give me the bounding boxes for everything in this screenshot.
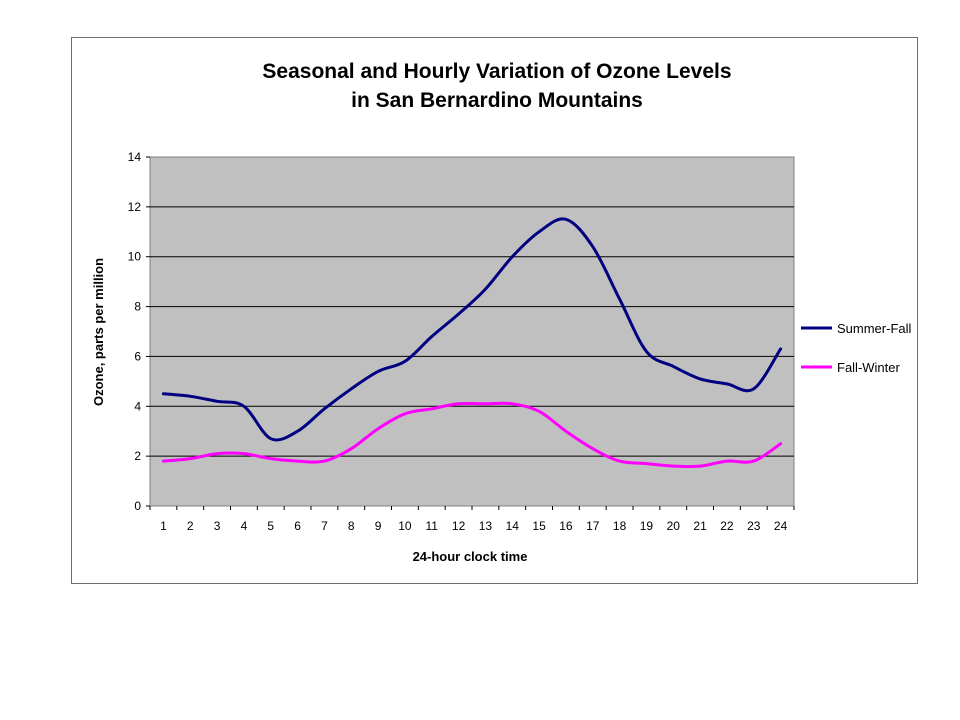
x-tick-label: 22 [720,519,734,533]
chart-svg: Seasonal and Hourly Variation of Ozone L… [91,60,912,564]
y-tick-label: 10 [128,250,142,264]
x-tick-label: 12 [452,519,466,533]
plot-area [149,156,795,507]
x-tick-label: 9 [375,519,382,533]
x-tick-label: 8 [348,519,355,533]
x-tick-label: 4 [241,519,248,533]
x-tick-label: 7 [321,519,328,533]
x-tick-label: 18 [613,519,627,533]
x-tick-label: 11 [426,519,439,533]
y-tick-label: 0 [134,499,141,513]
x-tick-label: 23 [747,519,761,533]
x-tick-label: 6 [294,519,301,533]
x-tick-label: 5 [267,519,274,533]
y-axis-label: Ozone, parts per million [91,258,106,406]
y-tick-label: 4 [134,399,141,413]
x-tick-label: 1 [160,519,167,533]
series-line-summer-fall [161,217,783,442]
x-tick-label: 10 [398,519,412,533]
legend-label-fall-winter: Fall-Winter [837,360,901,375]
x-axis-ticks: 1 2 3 4 5 6 7 8 9 10 11 12 13 14 15 16 17 18 19 20 21 22 23 24 [149,506,795,533]
x-tick-label: 2 [187,519,194,533]
y-tick-label: 8 [134,300,141,314]
x-tick-label: 24 [774,519,788,533]
x-tick-label: 20 [667,519,681,533]
legend-label-summer-fall: Summer-Fall [837,321,912,336]
legend: Summer-Fall Fall-Winter [801,321,912,375]
x-tick-label: 17 [586,519,600,533]
y-tick-label: 14 [128,150,142,164]
x-tick-label: 19 [640,519,654,533]
chart-title-line-1: Seasonal and Hourly Variation of Ozone L… [262,60,731,83]
x-tick-label: 21 [693,519,707,533]
x-tick-label: 15 [532,519,546,533]
x-tick-label: 13 [479,519,493,533]
y-tick-label: 2 [134,449,141,463]
x-tick-label: 14 [506,519,520,533]
chart-title-line-2: in San Bernardino Mountains [351,89,643,112]
series-lines [161,217,783,469]
x-tick-label: 16 [559,519,573,533]
x-tick-label: 3 [214,519,221,533]
y-tick-label: 6 [134,349,141,363]
chart-frame: Seasonal and Hourly Variation of Ozone L… [71,37,918,584]
series-line-fall-winter [161,401,783,469]
y-tick-label: 12 [128,200,142,214]
y-axis-ticks: 0 2 4 6 8 10 12 14 [128,150,150,513]
x-axis-label: 24-hour clock time [413,549,528,564]
